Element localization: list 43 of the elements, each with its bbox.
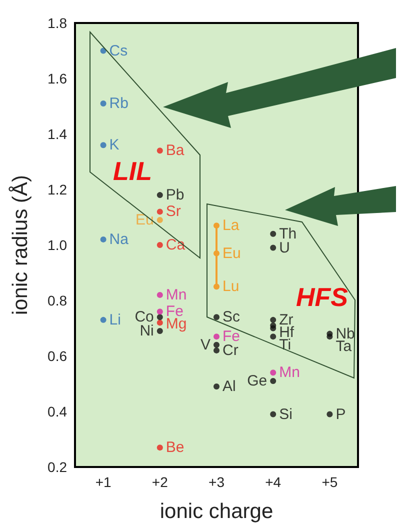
data-label: Ta — [336, 338, 352, 355]
data-label: Ba — [166, 142, 185, 160]
data-label: Mn — [166, 286, 187, 304]
x-tick-label: +2 — [152, 474, 168, 490]
data-label: Cs — [109, 42, 128, 60]
data-label: Lu — [222, 278, 240, 296]
data-label: La — [222, 217, 240, 234]
annotation: HFS — [296, 282, 349, 312]
data-label: K — [109, 136, 120, 154]
data-label: Sc — [222, 308, 241, 326]
y-tick-label: 0.4 — [48, 404, 68, 420]
data-label: Al — [222, 378, 236, 396]
x-axis-title: ionic charge — [160, 500, 274, 523]
x-tick-label: +5 — [322, 474, 338, 490]
data-label: Ca — [166, 236, 186, 254]
data-label: Be — [166, 439, 184, 456]
y-tick-label: 1.4 — [48, 126, 68, 142]
y-tick-label: 1.2 — [48, 182, 68, 198]
data-label: P — [336, 406, 346, 423]
y-tick-label: 0.2 — [48, 459, 68, 475]
data-label: Eu — [222, 244, 241, 262]
data-label: Si — [279, 406, 292, 423]
data-label: Pb — [166, 186, 184, 204]
annotation: LIL — [113, 156, 152, 186]
x-tick-label: +3 — [208, 474, 225, 490]
y-tick-label: 0.6 — [48, 348, 68, 364]
y-tick-label: 1.8 — [48, 15, 68, 31]
y-tick-label: 1.6 — [48, 70, 68, 86]
data-label: V — [200, 336, 210, 354]
data-label: Rb — [109, 94, 128, 112]
data-label: Sr — [166, 203, 181, 220]
data-label: Eu — [136, 212, 154, 229]
data-label: Li — [109, 311, 121, 328]
y-tick-label: 0.8 — [48, 292, 68, 308]
data-label: Ge — [247, 372, 268, 390]
x-tick-label: +1 — [95, 474, 112, 490]
data-label: Na — [109, 230, 130, 248]
data-label: Ti — [279, 336, 292, 354]
data-label: Mn — [279, 364, 300, 382]
y-axis-title: ionic radius (Å) — [8, 174, 32, 316]
x-tick-label: +4 — [265, 474, 282, 490]
y-tick-label: 1.0 — [48, 237, 68, 253]
data-label: Mg — [166, 316, 187, 333]
